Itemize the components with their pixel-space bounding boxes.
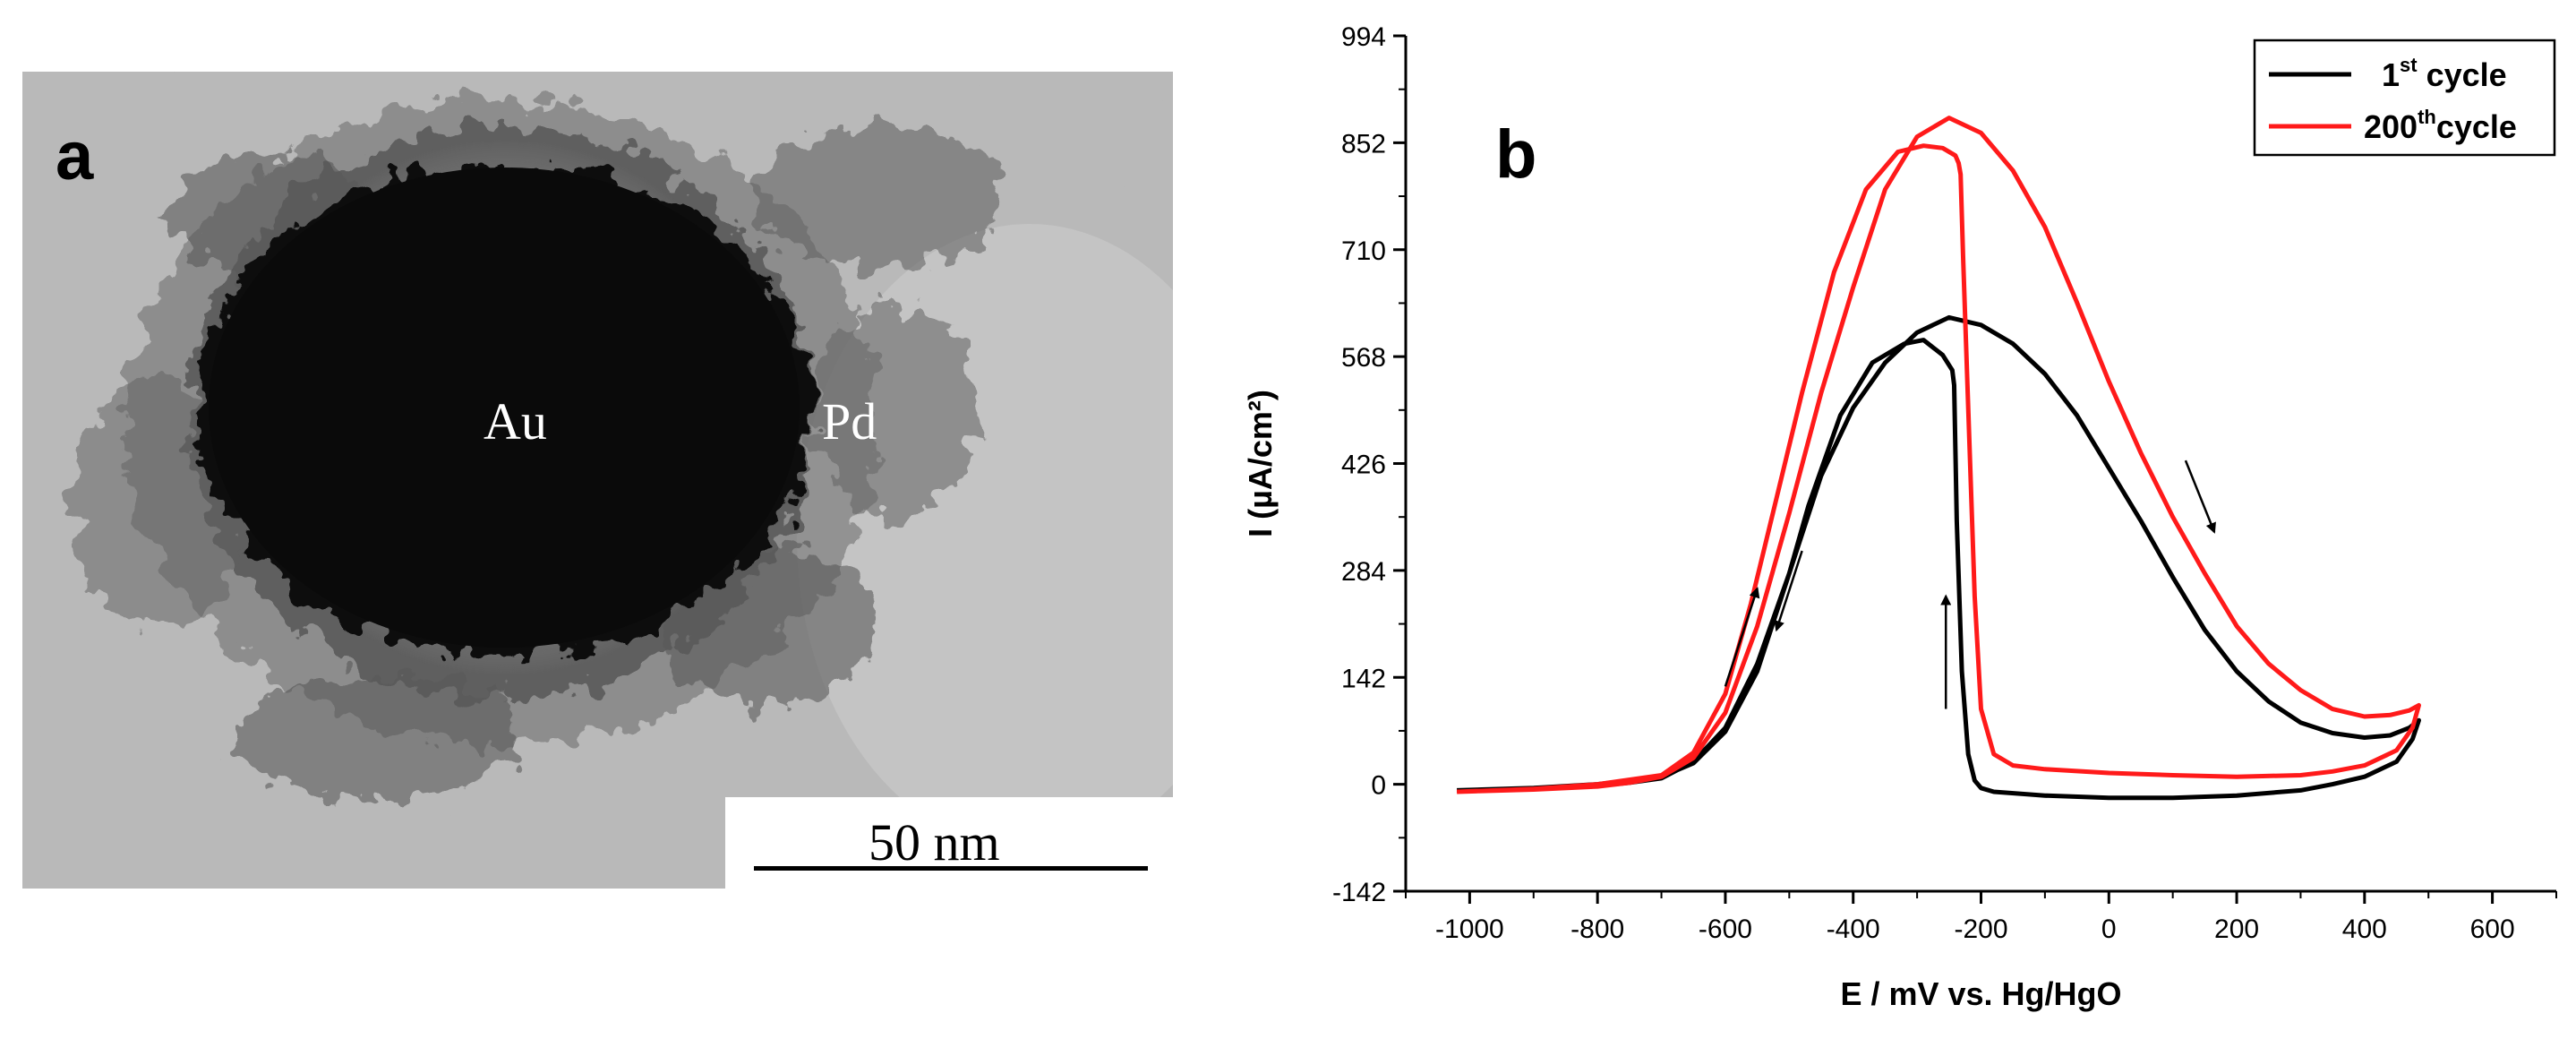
y-tick-label: 852 [1341, 129, 1386, 159]
cv-chart: -142 0 142 284 426 568 710 852 994 -1000 -800 -600 -… [1242, 22, 2557, 1012]
x-axis-label: E / mV vs. Hg/HgO [1840, 975, 2121, 1012]
x-tick-label: -400 [1827, 914, 1880, 944]
x-tick-label: -800 [1570, 914, 1624, 944]
series-line-1st-cycle [1457, 314, 2421, 801]
y-tick-label: 142 [1341, 664, 1386, 693]
panel-b-letter: b [1495, 116, 1536, 193]
legend-entry-label: 200thcycle [2364, 106, 2517, 145]
scale-bar: 50 nm [725, 797, 1173, 889]
y-tick-label: 568 [1341, 343, 1386, 373]
y-tick-label: -142 [1332, 878, 1386, 907]
legend-entry-base: 200 [2364, 108, 2418, 145]
legend-box [2253, 39, 2556, 157]
x-tick-label: 400 [2342, 914, 2387, 944]
pd-shell-label: Pd [822, 392, 877, 451]
legend-entry-sup: th [2418, 106, 2436, 128]
legend-entry-label: 1st cycle [2382, 54, 2507, 93]
x-tick-label: 600 [2470, 914, 2515, 944]
x-tick-label: 200 [2214, 914, 2259, 944]
scan-direction-arrow [1774, 550, 1803, 632]
legend-entry-base: 1 [2382, 56, 2400, 93]
x-tick-label: -600 [1699, 914, 1752, 944]
legend-entry-sup: st [2400, 54, 2418, 76]
series-line-200th-cycle [1457, 116, 2421, 794]
x-tick-label: 0 [2101, 914, 2117, 944]
y-tick-label: 710 [1341, 236, 1386, 266]
x-tick-label: -1000 [1435, 914, 1504, 944]
y-tick-label: 284 [1341, 557, 1386, 587]
y-tick-label: 0 [1371, 771, 1386, 801]
panel-a-letter: a [56, 118, 94, 194]
y-tick-label: 426 [1341, 451, 1386, 480]
legend-entry-rest: cycle [2436, 108, 2517, 145]
tem-image-panel: a Au Pd 50 nm [22, 72, 1173, 889]
au-core [195, 139, 813, 676]
x-tick-label: -200 [1954, 914, 2007, 944]
y-tick-label: 994 [1341, 22, 1386, 52]
y-axis-label: I (µA/cm²) [1242, 390, 1279, 537]
scale-bar-label: 50 nm [869, 813, 1000, 872]
au-core-label: Au [484, 392, 547, 451]
legend-entry-rest: cycle [2418, 56, 2507, 93]
scan-direction-arrow [1724, 587, 1760, 687]
cv-chart-panel: b -142 0 142 284 426 568 710 852 994 -1000 -800 -60… [1242, 22, 2557, 1012]
scan-direction-arrow [2184, 459, 2216, 534]
